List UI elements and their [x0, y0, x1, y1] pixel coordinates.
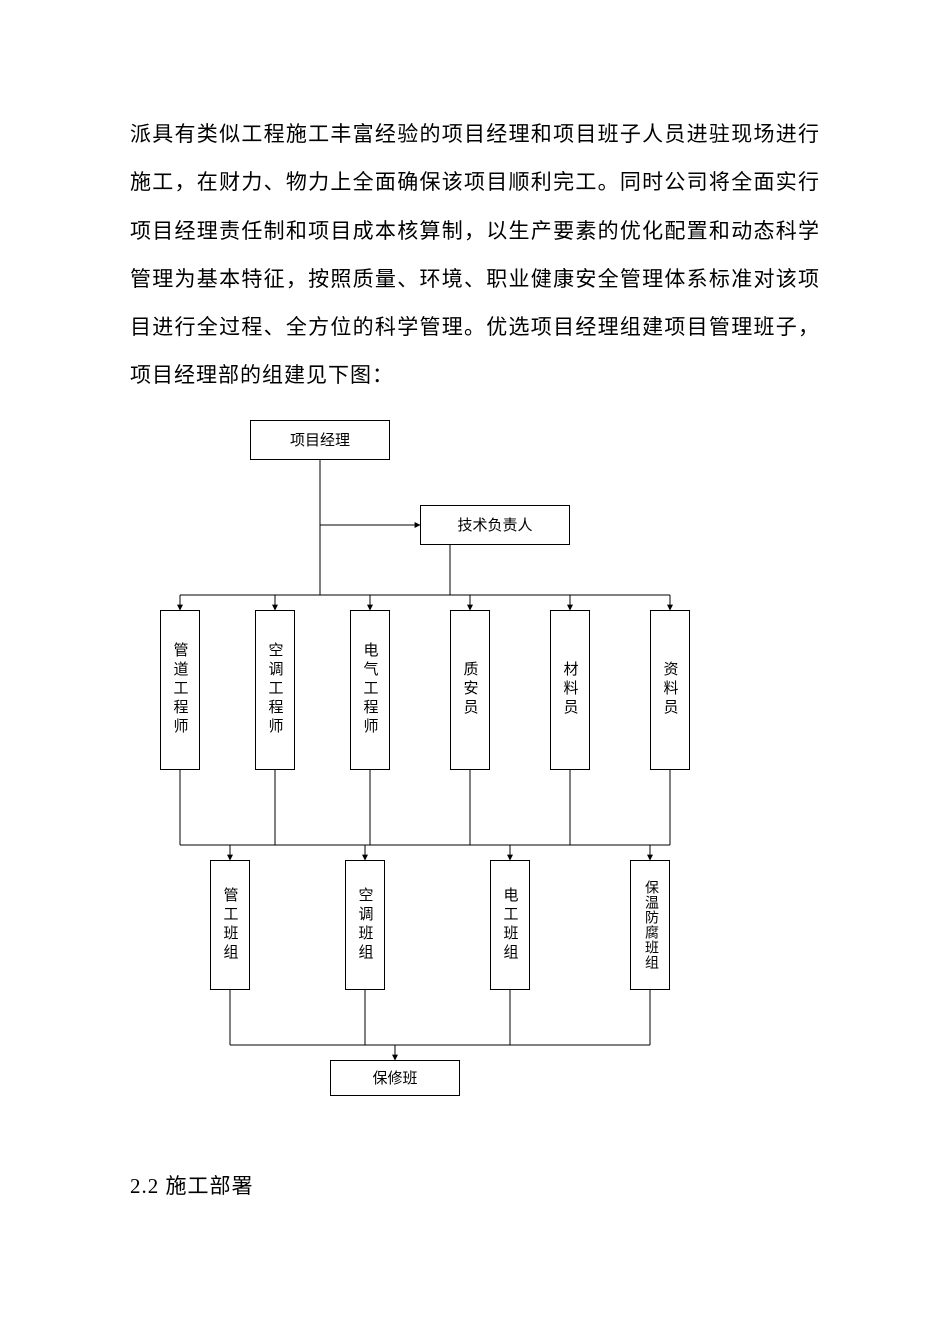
- org-node: 资料员: [650, 610, 690, 770]
- org-node: 空调工程师: [255, 610, 295, 770]
- org-node: 空调班组: [345, 860, 385, 990]
- org-node: 电工班组: [490, 860, 530, 990]
- org-node: 材料员: [550, 610, 590, 770]
- org-node: 技术负责人: [420, 505, 570, 545]
- org-node: 项目经理: [250, 420, 390, 460]
- org-node: 电气工程师: [350, 610, 390, 770]
- org-node: 质安员: [450, 610, 490, 770]
- org-node: 保温防腐班组: [630, 860, 670, 990]
- org-node: 保修班: [330, 1060, 460, 1096]
- org-node: 管工班组: [210, 860, 250, 990]
- org-chart-diagram: 项目经理技术负责人管道工程师 空调工程师 电气工程师 质安员 材料员 资料员管工班组 空调班…: [130, 420, 820, 1140]
- org-node: 管道工程师: [160, 610, 200, 770]
- section-heading: 2.2 施工部署: [130, 1170, 820, 1200]
- body-paragraph: 派具有类似工程施工丰富经验的项目经理和项目班子人员进驻现场进行施工，在财力、物力…: [130, 110, 820, 400]
